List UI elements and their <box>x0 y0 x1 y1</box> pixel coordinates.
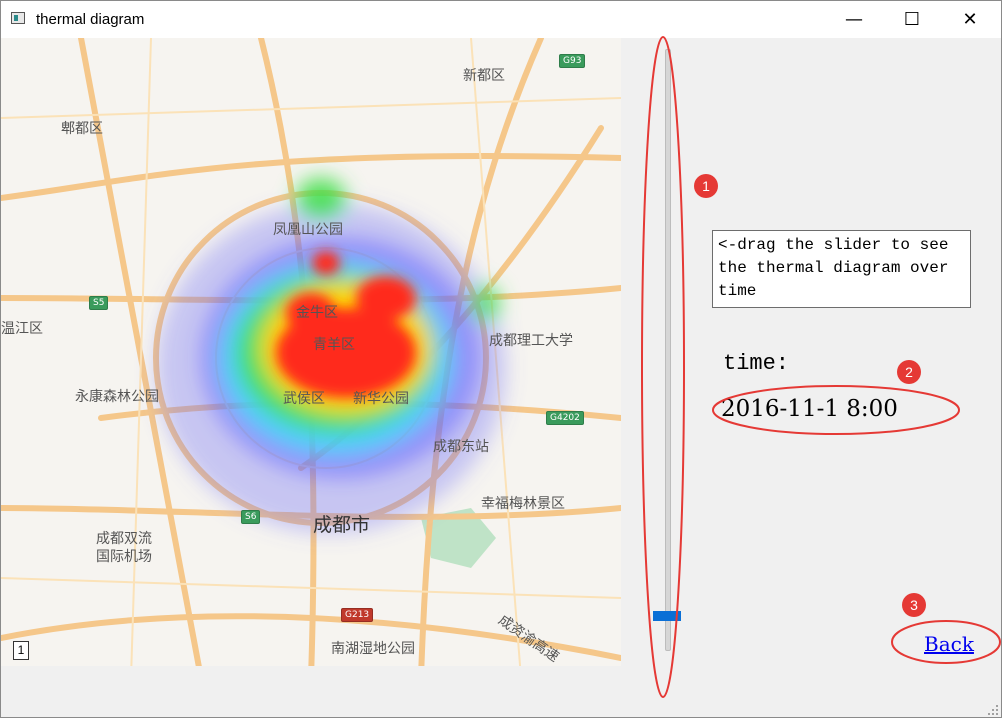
app-icon <box>11 12 25 24</box>
map-label: 金牛区 <box>296 305 338 321</box>
map-label: 温江区 <box>1 321 43 337</box>
map-label: 成都理工大学 <box>489 333 573 349</box>
road-shield: S5 <box>89 296 109 310</box>
map-scale: 1 <box>13 641 29 660</box>
time-value: 2016-11-1 8:00 <box>721 396 898 422</box>
slider-handle[interactable] <box>653 611 681 621</box>
map-label: 成都市 <box>313 514 371 536</box>
time-slider[interactable] <box>653 49 681 651</box>
minimize-icon[interactable]: — <box>845 9 863 30</box>
map-label: 成都双流 <box>96 531 152 547</box>
road-shield: G93 <box>559 54 586 68</box>
road-shield: S6 <box>241 510 261 524</box>
road-shield: G213 <box>341 608 374 622</box>
instruction-box: <-drag the slider to see the thermal dia… <box>712 230 971 308</box>
annotation-marker: 3 <box>902 593 926 617</box>
map-label: 武侯区 <box>283 391 325 407</box>
back-link[interactable]: Back <box>924 632 974 656</box>
time-label: time: <box>723 351 790 376</box>
heat-map[interactable]: 新都区 郫都区 凤凰山公园 温江区 金牛区 青羊区 成都理工大学 永康森林公园 … <box>1 38 621 666</box>
heat-core <box>276 251 416 398</box>
map-label: 成都东站 <box>433 439 489 455</box>
annotation-marker: 1 <box>694 174 718 198</box>
window-title: thermal diagram <box>36 11 145 28</box>
map-label: 新华公园 <box>353 391 409 407</box>
title-bar[interactable]: thermal diagram — ☐ ✕ <box>1 1 1001 38</box>
map-label: 凤凰山公园 <box>273 222 343 238</box>
annotation-marker: 2 <box>897 360 921 384</box>
map-label: 幸福梅林景区 <box>481 496 565 512</box>
map-label: 郫都区 <box>61 121 103 137</box>
map-label: 南湖湿地公园 <box>331 641 415 657</box>
resize-grip-icon[interactable] <box>987 704 999 716</box>
map-label: 永康森林公园 <box>75 389 159 405</box>
maximize-icon[interactable]: ☐ <box>903 9 921 30</box>
map-label: 新都区 <box>463 68 505 84</box>
close-icon[interactable]: ✕ <box>962 9 978 30</box>
slider-track[interactable] <box>665 49 671 651</box>
road-shield: G4202 <box>546 411 584 425</box>
map-label: 国际机场 <box>96 549 152 565</box>
park-area <box>421 508 496 568</box>
map-canvas <box>1 38 621 666</box>
map-label: 青羊区 <box>313 337 355 353</box>
